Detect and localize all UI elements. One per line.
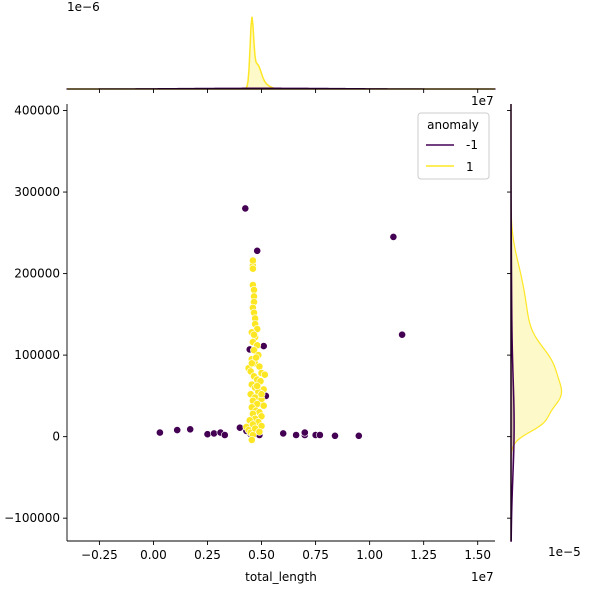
point-series-1-16 (250, 346, 258, 355)
point-series-1-59 (250, 330, 258, 339)
point-series-1-20 (255, 362, 264, 371)
x-multiplier-label: 1e7 (471, 570, 494, 584)
y-tick-label-2: 100000 (14, 348, 60, 362)
legend-title: anomaly (427, 118, 479, 132)
point-series-0-4 (210, 429, 218, 438)
legend-box (417, 112, 490, 180)
point-series-1-57 (247, 359, 256, 368)
point-series-1-54 (255, 427, 264, 436)
point-series-1-4 (250, 285, 258, 294)
legend: anomaly -1 1 (417, 112, 490, 180)
point-series-0-10 (241, 204, 250, 213)
right-marginal-density-yellow (510, 104, 563, 541)
main-top-multiplier-label: 1e7 (471, 94, 494, 108)
y-tick-label-1: 0 (52, 430, 60, 444)
point-series-0-7 (235, 423, 244, 432)
right-marginal-multiplier-label: 1e−5 (548, 545, 581, 559)
legend-label-pos1: 1 (466, 160, 474, 174)
point-series-1-55 (253, 382, 262, 390)
top-marginal-panel: 1e−6 (66, 0, 496, 93)
y-tick-label-0: −100000 (4, 511, 60, 525)
y-tick-label-4: 300000 (14, 185, 60, 199)
y-axis-ticks: −100000 0 100000 200000 300000 400000 (4, 104, 67, 525)
x-tick-label-2: 0.25 (194, 548, 221, 562)
point-series-1-52 (247, 435, 256, 444)
point-series-1-56 (257, 390, 266, 399)
points-layer (155, 204, 406, 444)
x-tick-label-5: 1.00 (356, 548, 383, 562)
point-series-0-19 (300, 428, 309, 437)
point-series-0-6 (220, 431, 229, 439)
x-tick-label-7: 1.50 (464, 548, 491, 562)
right-marginal-panel: 1e−5 (507, 104, 581, 559)
point-series-0-2 (186, 425, 195, 434)
main-plot: −0.25 0.00 0.25 0.50 0.75 1.00 1.25 1.50 −10000… (4, 94, 495, 584)
point-series-0-21 (315, 431, 324, 439)
point-series-1-37 (259, 401, 268, 410)
point-series-0-0 (155, 428, 164, 437)
top-marginal-multiplier-label: 1e−6 (67, 0, 100, 14)
x-tick-label-6: 1.25 (410, 548, 437, 562)
right-marginal-ticks (507, 110, 511, 519)
x-tick-label-3: 0.50 (248, 548, 275, 562)
point-series-0-23 (354, 431, 363, 440)
top-marginal-density-yellow (67, 16, 495, 90)
y-tick-label-3: 200000 (14, 267, 60, 281)
x-tick-label-0: −0.25 (81, 548, 118, 562)
legend-label-neg1: -1 (466, 138, 478, 152)
y-tick-label-5: 400000 (14, 104, 60, 118)
point-series-0-15 (259, 342, 268, 350)
point-series-0-3 (203, 430, 212, 439)
x-axis-ticks: −0.25 0.00 0.25 0.50 0.75 1.00 1.25 1.50 (81, 541, 491, 562)
point-series-0-12 (253, 246, 262, 255)
point-series-0-22 (331, 431, 339, 440)
x-axis-label: total_length (245, 570, 317, 584)
point-series-1-2 (248, 264, 257, 273)
point-series-0-16 (279, 429, 288, 438)
x-tick-label-4: 0.75 (302, 548, 329, 562)
top-marginal-ticks (98, 89, 479, 93)
point-series-0-25 (398, 330, 406, 339)
point-series-0-1 (173, 426, 182, 434)
point-series-0-17 (292, 431, 300, 439)
x-tick-label-1: 0.00 (140, 548, 167, 562)
point-series-1-24 (260, 370, 269, 379)
point-series-1-1 (248, 256, 257, 265)
point-series-0-24 (389, 232, 398, 241)
point-series-1-58 (252, 353, 260, 362)
